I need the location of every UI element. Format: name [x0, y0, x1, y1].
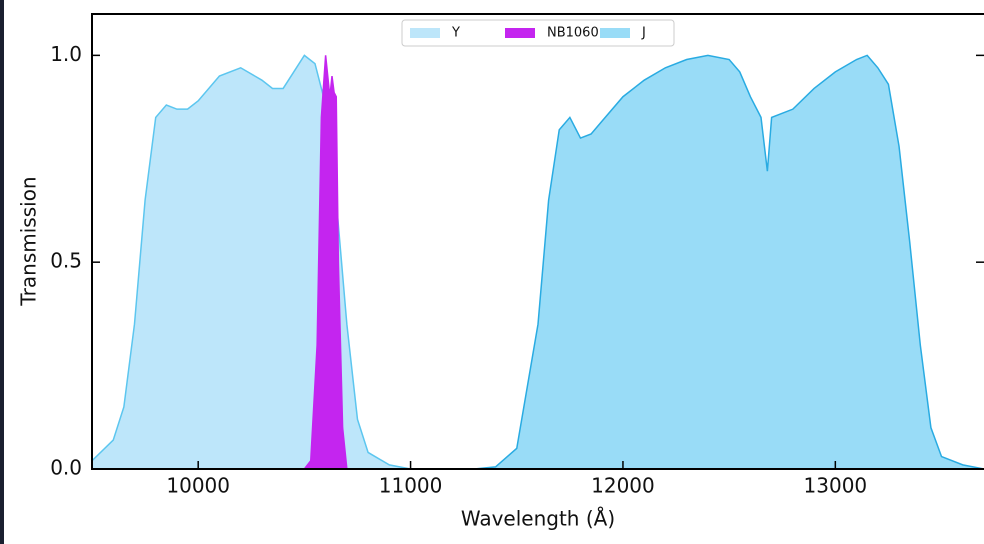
- area: [474, 55, 984, 469]
- legend-swatch: [410, 28, 440, 38]
- legend-label: NB1060: [547, 26, 599, 41]
- legend-swatch: [600, 28, 630, 38]
- x-tick-label: 13000: [804, 474, 868, 498]
- x-axis-label: Wavelength (Å): [461, 507, 615, 531]
- legend-swatch: [505, 28, 535, 38]
- x-tick-label: 12000: [591, 474, 655, 498]
- legend-label: J: [641, 26, 646, 41]
- background-strip: [0, 0, 4, 544]
- x-tick-label: 11000: [379, 474, 443, 498]
- y-axis-label: Transmission: [17, 176, 41, 306]
- area: [304, 55, 347, 469]
- plot-frame: [91, 13, 984, 470]
- legend-box: [401, 19, 675, 47]
- legend-label: Y: [451, 26, 460, 41]
- x-tick-label: 10000: [166, 474, 230, 498]
- y-tick-label: 0.5: [50, 249, 82, 273]
- y-tick-label: 0.0: [50, 456, 82, 480]
- legend: Y NB1060 J: [401, 19, 675, 47]
- line: [303, 55, 348, 470]
- y-tick-label: 1.0: [50, 42, 82, 66]
- line: [91, 54, 411, 470]
- line: [474, 54, 984, 470]
